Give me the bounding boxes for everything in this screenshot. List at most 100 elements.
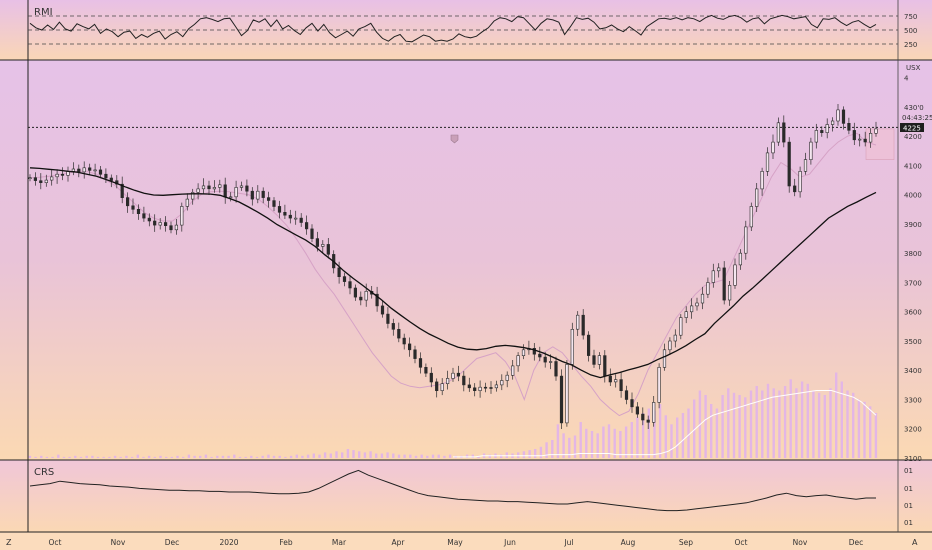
volume-bar <box>199 455 202 459</box>
price-candle <box>321 240 325 253</box>
price-candle <box>586 331 591 362</box>
volume-bar <box>721 395 724 458</box>
price-candle <box>180 202 184 232</box>
price-candle <box>424 363 428 377</box>
volume-bar <box>517 452 520 458</box>
price-candle <box>375 286 379 312</box>
price-candle <box>245 179 249 197</box>
volume-ma-line <box>453 390 877 458</box>
event-marker-icon[interactable] <box>450 134 459 144</box>
price-candle <box>511 360 515 380</box>
crs-tick-label: 01 <box>904 485 913 493</box>
price-candle <box>554 356 558 381</box>
price-candle <box>218 179 222 193</box>
price-candle <box>565 360 569 427</box>
volume-bar <box>670 424 673 459</box>
volume-bar <box>113 455 117 459</box>
price-candle <box>538 346 542 362</box>
volume-bar <box>323 452 327 458</box>
time-axis-label: Jul <box>563 538 573 547</box>
price-candle <box>657 363 661 409</box>
volume-bar <box>125 455 128 459</box>
volume-bar <box>341 452 344 458</box>
volume-bar <box>732 392 736 459</box>
price-candle <box>863 131 867 147</box>
price-candle <box>191 188 195 205</box>
volume-bar <box>579 422 582 458</box>
volume-bar <box>852 392 855 459</box>
volume-bar <box>57 454 60 458</box>
time-axis-label: Nov <box>793 538 808 547</box>
price-candle <box>793 178 797 197</box>
volume-bar <box>102 456 105 458</box>
time-axis-label: Aug <box>621 538 636 547</box>
price-candle <box>505 371 509 388</box>
volume-bar <box>346 449 350 458</box>
volume-bar <box>789 379 792 459</box>
volume-bar <box>278 455 281 459</box>
volume-bar <box>261 455 264 459</box>
price-candle <box>239 181 244 191</box>
volume-bar <box>369 451 372 459</box>
price-candle <box>478 380 482 398</box>
volume-bar <box>431 454 435 458</box>
time-axis-label: Sep <box>679 538 693 547</box>
price-candle <box>229 192 233 202</box>
rmi-title: RMI <box>34 7 53 18</box>
price-candle <box>158 218 162 230</box>
price-candle <box>727 281 732 306</box>
price-candle <box>120 176 124 204</box>
price-candle <box>673 329 677 348</box>
price-candles <box>28 104 878 429</box>
volume-bar <box>613 428 616 459</box>
volume-bar <box>375 453 378 458</box>
price-tick-label: 3100 <box>904 455 922 463</box>
price-candle <box>348 275 352 295</box>
volume-bar <box>91 455 94 459</box>
volume-bar <box>505 452 508 458</box>
price-candle <box>407 337 412 357</box>
volume-bar <box>783 386 787 458</box>
volume-bar <box>238 456 242 458</box>
volume-bar <box>630 422 633 458</box>
price-candle <box>212 180 217 193</box>
volume-bar <box>562 433 565 459</box>
price-tick-label: 4100 <box>904 162 922 170</box>
volume-bar <box>96 456 100 458</box>
price-tick-label: 3200 <box>904 426 922 434</box>
price-candle <box>234 180 238 203</box>
price-candle <box>337 261 341 284</box>
price-candle <box>299 213 303 227</box>
volume-bar <box>153 456 156 458</box>
long-ma-line <box>29 167 877 379</box>
price-candle <box>532 343 536 361</box>
price-candle <box>28 174 32 182</box>
price-candle <box>445 370 450 390</box>
price-candle <box>402 333 406 350</box>
volume-bar <box>335 451 338 459</box>
svg-text:4225: 4225 <box>903 125 921 133</box>
volume-bar <box>329 453 332 458</box>
price-tag: 4225 <box>900 123 924 133</box>
corner-label-left[interactable]: Z <box>6 538 12 547</box>
volume-bar <box>806 383 809 459</box>
crs-tick-label: 01 <box>904 519 913 527</box>
price-candle <box>55 169 59 184</box>
price-candle <box>776 117 780 146</box>
price-candle <box>82 161 86 179</box>
price-candle <box>93 163 97 177</box>
price-candle <box>272 197 276 212</box>
price-candle <box>174 219 179 235</box>
price-candle <box>695 297 699 311</box>
price-candle <box>500 374 504 391</box>
price-candle <box>668 337 672 355</box>
price-candle <box>521 344 526 360</box>
volume-bar <box>664 415 667 459</box>
price-tick-label: 3500 <box>904 338 922 346</box>
corner-label-right[interactable]: A <box>912 538 918 547</box>
volume-bar <box>602 426 605 458</box>
price-candle <box>261 187 265 204</box>
price-tick-label: 3800 <box>904 250 922 258</box>
price-pane-background <box>0 60 932 460</box>
